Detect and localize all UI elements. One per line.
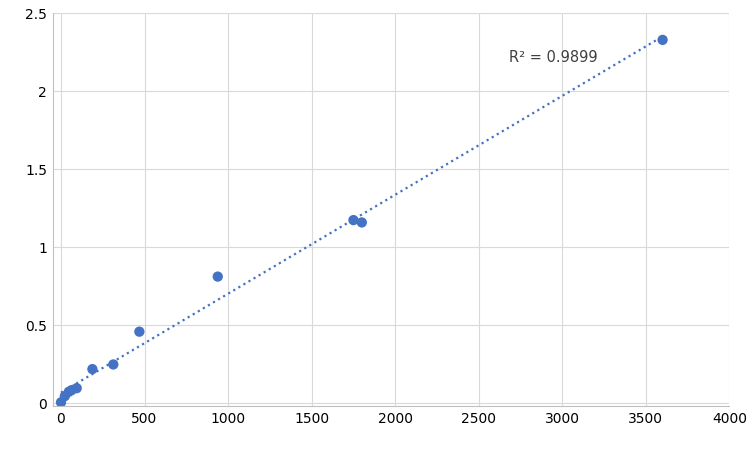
Text: R² = 0.9899: R² = 0.9899 [509,50,598,65]
Point [55,399,67,406]
Point [347,217,359,224]
Point [133,328,145,336]
Point [59,393,71,400]
Point [212,273,224,281]
Point [71,385,83,392]
Point [65,387,77,394]
Point [63,388,75,396]
Point [108,361,120,368]
Point [356,219,368,226]
Point [656,37,669,44]
Point [86,366,99,373]
